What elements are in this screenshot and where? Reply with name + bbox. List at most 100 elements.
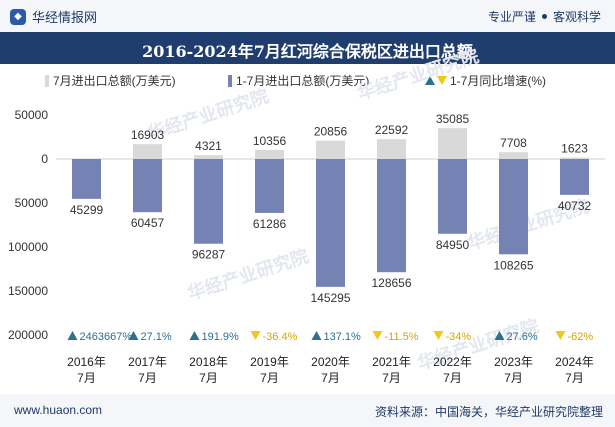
data-label-cumulative: 61286 — [253, 217, 287, 231]
data-label-growth: 27.1% — [141, 331, 172, 343]
growth-up-marker — [67, 331, 78, 340]
data-label-july: 16903 — [131, 128, 165, 142]
bar-july — [255, 149, 284, 159]
data-label-july: 35085 — [436, 112, 470, 126]
legend-triangle-up-icon — [425, 76, 435, 85]
data-label-july: 22592 — [375, 123, 409, 137]
bar-cumulative — [560, 159, 589, 195]
brand-logo-icon: ◆ — [10, 8, 26, 25]
chart-title: 2016-2024年7月红河综合保税区进出口总额 — [142, 42, 473, 61]
bar-july — [377, 139, 406, 159]
x-tick-label-year: 2021年 — [372, 355, 411, 369]
header-tags: 专业严谨 客观科学 — [488, 8, 601, 25]
bar-july — [438, 128, 467, 159]
data-label-growth: 191.9% — [202, 331, 240, 343]
x-tick-label-year: 2018年 — [189, 355, 228, 369]
tag-objective: 客观科学 — [552, 10, 601, 24]
x-tick-label-month: 7月 — [504, 371, 523, 385]
data-label-july: 4321 — [195, 139, 222, 153]
legend-triangle-down-icon — [437, 76, 447, 85]
data-label-cumulative: 128656 — [371, 276, 411, 290]
growth-up-marker — [189, 331, 200, 340]
bar-cumulative — [438, 159, 467, 234]
data-label-growth: 27.6% — [507, 331, 538, 343]
bar-july — [499, 152, 528, 159]
x-tick-label-year: 2020年 — [311, 355, 350, 369]
bar-cumulative — [316, 159, 345, 287]
top-bar: ◆ 华经情报网 专业严谨 客观科学 — [0, 0, 615, 32]
data-label-cumulative: 84950 — [436, 238, 470, 252]
x-tick-label-month: 7月 — [565, 371, 584, 385]
growth-up-marker — [311, 331, 322, 340]
legend-label-cumulative: 1-7月进出口总额(万美元) — [236, 74, 370, 88]
x-tick-label-year: 2017年 — [128, 355, 167, 369]
growth-down-marker — [250, 331, 261, 340]
legend-label-july: 7月进出口总额(万美元) — [53, 74, 176, 88]
data-label-july: 7708 — [500, 136, 527, 150]
bar-cumulative — [133, 159, 162, 213]
x-tick-label-month: 7月 — [199, 371, 218, 385]
growth-down-marker — [433, 331, 444, 340]
data-label-cumulative: 45299 — [70, 203, 104, 217]
title-bar: 2016-2024年7月红河综合保税区进出口总额 — [0, 32, 615, 64]
y-tick-label: 50000 — [15, 108, 49, 122]
footer-website[interactable]: www.huaon.com — [14, 403, 103, 417]
y-tick-label: 150000 — [8, 284, 48, 298]
data-label-july: 10356 — [253, 134, 287, 148]
legend-swatch-cumulative — [228, 74, 232, 87]
data-label-cumulative: 96287 — [192, 248, 226, 262]
data-label-growth: -11.5% — [385, 331, 419, 343]
bar-cumulative — [194, 159, 223, 244]
x-tick-label-month: 7月 — [77, 371, 96, 385]
bar-cumulative — [499, 159, 528, 255]
growth-down-marker — [372, 331, 383, 340]
legend-swatch-july — [45, 74, 49, 87]
x-tick-label-year: 2016年 — [67, 355, 106, 369]
legend: 7月进出口总额(万美元) 1-7月进出口总额(万美元) 1-7月同比增速(%) — [0, 72, 615, 92]
legend-item-cumulative: 1-7月进出口总额(万美元) — [228, 72, 369, 89]
data-label-growth: -36.4% — [263, 331, 298, 343]
x-tick-label-year: 2019年 — [250, 355, 289, 369]
brand[interactable]: ◆ 华经情报网 — [10, 7, 97, 26]
growth-up-marker — [494, 331, 505, 340]
bar-cumulative — [72, 159, 101, 199]
data-label-cumulative: 60457 — [131, 216, 165, 230]
data-label-july: 1623 — [561, 142, 588, 156]
growth-up-marker — [128, 331, 139, 340]
brand-name: 华经情报网 — [32, 10, 98, 25]
data-label-growth: -62% — [568, 331, 594, 343]
x-tick-label-year: 2023年 — [494, 355, 533, 369]
data-label-cumulative: 108265 — [493, 258, 533, 272]
legend-item-growth: 1-7月同比增速(%) — [425, 72, 546, 89]
bar-july — [316, 140, 345, 159]
data-label-growth: 137.1% — [324, 331, 362, 343]
legend-item-july: 7月进出口总额(万美元) — [45, 72, 176, 89]
y-tick-label: 50000 — [15, 196, 49, 210]
bar-cumulative — [255, 159, 284, 213]
bar-july — [133, 144, 162, 159]
footer-source: 资料来源：中国海关，华经产业研究院整理 — [374, 405, 603, 419]
data-label-cumulative: 145295 — [310, 291, 350, 305]
watermark-text: 华经产业研究院 — [355, 45, 482, 105]
growth-down-marker — [555, 331, 566, 340]
data-label-growth: 2463667% — [80, 331, 133, 343]
y-tick-label: 0 — [41, 152, 48, 166]
x-tick-label-month: 7月 — [321, 371, 340, 385]
x-tick-label-month: 7月 — [138, 371, 157, 385]
x-tick-label-month: 7月 — [443, 371, 462, 385]
x-tick-label-year: 2024年 — [555, 355, 594, 369]
dot-separator-icon — [541, 14, 547, 19]
x-tick-label-month: 7月 — [260, 371, 279, 385]
data-label-july: 20856 — [314, 125, 348, 139]
y-tick-label: 100000 — [8, 240, 48, 254]
footer: www.huaon.com 资料来源：中国海关，华经产业研究院整理 — [0, 394, 615, 427]
x-tick-label-year: 2022年 — [433, 355, 472, 369]
x-tick-label-month: 7月 — [382, 371, 401, 385]
bar-july — [560, 157, 589, 159]
legend-label-growth: 1-7月同比增速(%) — [450, 74, 547, 88]
bar-cumulative — [377, 159, 406, 273]
data-label-growth: -34% — [446, 331, 472, 343]
tag-professional: 专业严谨 — [487, 10, 536, 24]
y-tick-label: 200000 — [8, 328, 48, 342]
